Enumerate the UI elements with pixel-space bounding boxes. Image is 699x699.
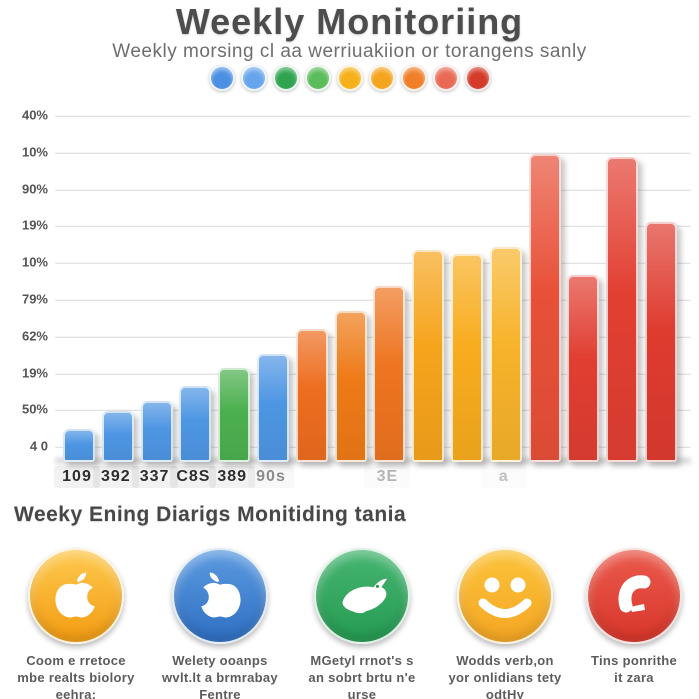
bar bbox=[567, 275, 600, 462]
smiley-icon bbox=[457, 548, 553, 644]
gridline bbox=[55, 188, 691, 191]
baseline-shadow bbox=[55, 458, 691, 467]
bar bbox=[373, 286, 406, 462]
bar bbox=[334, 311, 367, 462]
bar bbox=[257, 354, 289, 462]
x-axis-tick-label: 389 bbox=[209, 466, 256, 488]
gridline bbox=[55, 115, 691, 117]
color-dot bbox=[464, 65, 491, 91]
bar bbox=[412, 250, 445, 462]
bar bbox=[645, 222, 677, 462]
bar bbox=[528, 154, 561, 462]
bar bbox=[140, 401, 173, 462]
y-axis-tick-label: 79% bbox=[21, 291, 48, 307]
legend-item: Welety ooanps wvlt.lt a brmrabay Fentre bbox=[150, 548, 290, 699]
color-dot bbox=[240, 65, 267, 91]
caption-line: eehra: bbox=[55, 686, 97, 699]
apple-icon bbox=[55, 572, 95, 618]
x-axis-tick-label: 337 bbox=[131, 466, 178, 488]
gridline bbox=[55, 262, 691, 265]
x-axis-tick-label: 392 bbox=[92, 466, 139, 488]
legend-caption: Welety ooanps wvlt.lt a brmrabay Fentre bbox=[150, 653, 290, 699]
phone-icon bbox=[618, 575, 651, 613]
legend-item: Wodds verb,on yor onlidians tety odtHy bbox=[435, 548, 575, 699]
bird-icon bbox=[342, 578, 388, 614]
x-axis-tick-label: C8S bbox=[170, 466, 217, 488]
y-axis-tick-label: 50% bbox=[21, 401, 48, 417]
caption-line: MGetyl rrnot's s bbox=[310, 653, 414, 668]
gridline bbox=[55, 335, 691, 338]
color-dot bbox=[368, 65, 395, 91]
color-dot bbox=[400, 65, 427, 91]
gridline bbox=[55, 299, 691, 301]
caption-line: Wodds verb,on bbox=[456, 653, 554, 668]
gridline bbox=[55, 151, 691, 154]
x-axis-tick-label: 109 bbox=[54, 466, 100, 488]
color-dot bbox=[272, 65, 299, 91]
legend-item: Tins ponrithe it zara bbox=[564, 548, 699, 687]
color-dots-row bbox=[0, 65, 699, 91]
caption-line: it zara bbox=[614, 669, 654, 685]
legend-caption: Wodds verb,on yor onlidians tety odtHy bbox=[435, 653, 575, 699]
y-axis-tick-label: 10% bbox=[21, 254, 48, 270]
bar bbox=[295, 329, 328, 462]
apple-icon bbox=[172, 548, 268, 644]
bar bbox=[101, 411, 134, 462]
x-axis-tick-label: a bbox=[481, 466, 527, 488]
y-axis-tick-label: 19% bbox=[21, 365, 48, 381]
gridline bbox=[55, 225, 691, 228]
apple-icon bbox=[28, 548, 124, 644]
caption-line: yor onlidians tety bbox=[448, 669, 562, 685]
color-dot bbox=[208, 65, 235, 91]
x-axis-tick-label: 3E bbox=[364, 466, 410, 488]
legend-caption: MGetyl rrnot's s an sobrt brtu n'e urse bbox=[292, 653, 432, 699]
legend-caption: Tins ponrithe it zara bbox=[564, 653, 699, 687]
y-axis-tick-label: 10% bbox=[21, 144, 48, 160]
y-axis-tick-label: 4 0 bbox=[29, 438, 48, 454]
caption-line: urse bbox=[347, 686, 377, 699]
caption-line: Fentre bbox=[199, 686, 241, 699]
y-axis-tick-label: 40% bbox=[21, 107, 48, 123]
bar bbox=[606, 157, 639, 462]
apple-icon bbox=[201, 572, 241, 618]
caption-line: an sobrt brtu n'e bbox=[308, 669, 416, 685]
gridline bbox=[55, 372, 691, 375]
bird-icon bbox=[314, 548, 410, 644]
legend-caption: Coom e rretoce mbe realts biolory eehra: bbox=[6, 653, 146, 699]
page-title: Weekly Monitoriing bbox=[175, 1, 524, 42]
bar bbox=[218, 368, 251, 462]
x-axis-tick-label: 90s bbox=[248, 466, 294, 488]
bar bbox=[489, 247, 522, 462]
bar bbox=[451, 254, 483, 462]
caption-line: mbe realts biolory bbox=[17, 669, 135, 685]
y-axis-tick-label: 19% bbox=[21, 217, 48, 233]
bar bbox=[179, 386, 212, 462]
caption-line: Welety ooanps bbox=[172, 653, 268, 668]
gridline bbox=[55, 409, 691, 412]
y-axis-tick-label: 90% bbox=[21, 181, 48, 197]
page-subtitle: Weekly morsing cl aa werriuakiion or tor… bbox=[112, 41, 587, 62]
caption-line: odtHy bbox=[485, 686, 525, 699]
legend-item: Coom e rretoce mbe realts biolory eehra: bbox=[6, 548, 146, 699]
phone-icon bbox=[586, 548, 682, 644]
caption-line: wvlt.lt a brmrabay bbox=[162, 669, 278, 685]
bar bbox=[63, 429, 95, 462]
legend-item: MGetyl rrnot's s an sobrt brtu n'e urse bbox=[292, 548, 432, 699]
color-dot bbox=[432, 65, 459, 91]
bar-chart: 40% 10% 90% 19% 10% 79% 62% 19% 50% 4 0 109 392 337 C… bbox=[0, 100, 699, 500]
section-heading: Weeky Ening Diarigs Monitiding tania bbox=[14, 503, 407, 526]
smiley-icon bbox=[478, 577, 532, 618]
gridline bbox=[55, 446, 691, 449]
color-dot bbox=[336, 65, 363, 91]
y-axis-tick-label: 62% bbox=[21, 328, 48, 344]
color-dot bbox=[304, 65, 331, 91]
caption-line: Coom e rretoce bbox=[26, 653, 126, 668]
caption-line: Tins ponrithe bbox=[591, 653, 677, 668]
